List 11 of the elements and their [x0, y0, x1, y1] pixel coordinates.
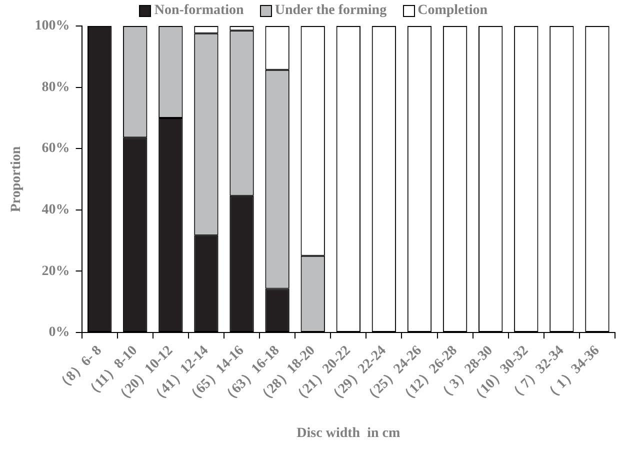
y-tick-label: 40% — [42, 202, 70, 218]
series-label: Completion — [418, 3, 488, 19]
y-axis-title: Proportion — [9, 146, 24, 212]
y-tick-label: 20% — [42, 264, 70, 279]
y-tick-label: 80% — [42, 80, 70, 95]
y-tick-label: 100% — [34, 18, 70, 34]
y-tick-label: 0% — [48, 325, 70, 340]
legend-label: Under the forming — [274, 3, 387, 19]
y-tick-label: 60% — [42, 141, 70, 156]
x-axis-title: Disc width in cm — [296, 426, 400, 442]
legend-label: Non-formation — [154, 3, 244, 19]
